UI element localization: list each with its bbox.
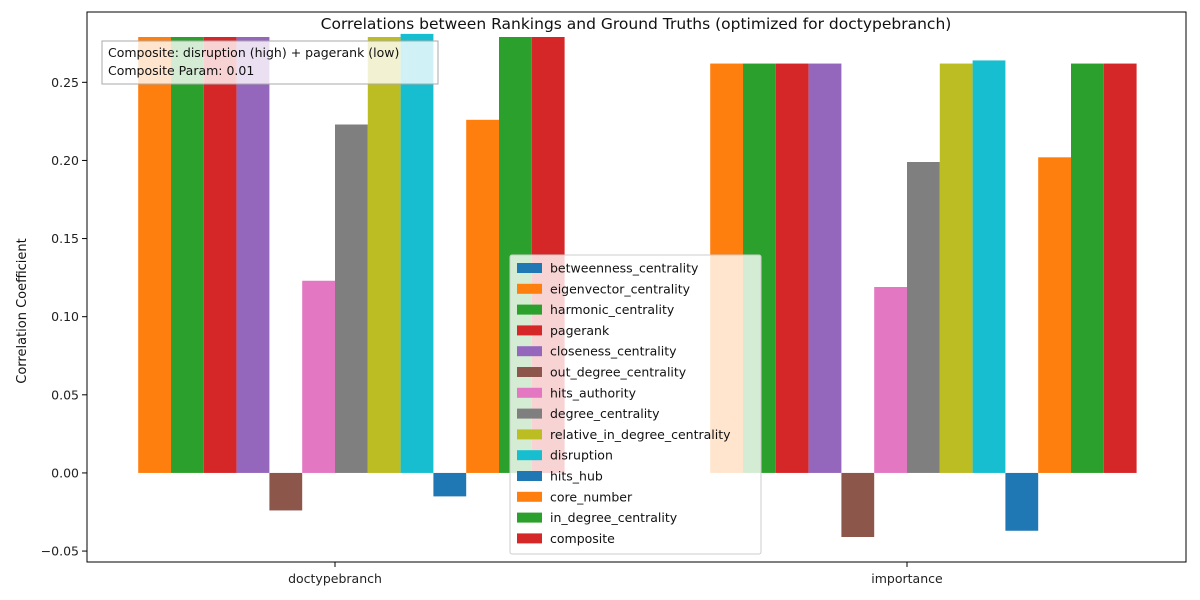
- legend-label-hits_authority: hits_authority: [550, 385, 637, 400]
- annotation-line-1: Composite: disruption (high) + pagerank …: [108, 45, 399, 60]
- bar-degree_centrality-doctypebranch: [335, 124, 368, 473]
- annotation-line-2: Composite Param: 0.01: [108, 63, 254, 78]
- legend-label-core_number: core_number: [550, 489, 633, 504]
- legend-swatch-harmonic_centrality: [517, 304, 542, 315]
- bar-core_number-importance: [1038, 157, 1071, 473]
- legend-swatch-hits_authority: [517, 387, 542, 398]
- y-tick-label: 0.15: [51, 231, 79, 246]
- bar-disruption-doctypebranch: [400, 33, 434, 473]
- plot-area-frame: [86, 11, 1187, 563]
- legend-swatch-relative_in_degree_centrality: [517, 429, 542, 440]
- legend-swatch-closeness_centrality: [517, 346, 542, 357]
- bar-relative_in_degree_centrality-importance: [939, 63, 973, 473]
- y-tick-label: −0.05: [41, 544, 79, 559]
- y-axis: −0.05 0.00 0.05 0.10 0.15 0.20 0.25: [41, 75, 87, 559]
- legend-label-in_degree_centrality: in_degree_centrality: [550, 510, 678, 525]
- legend-swatch-eigenvector_centrality: [517, 283, 542, 294]
- legend-label-betweenness_centrality: betweenness_centrality: [550, 261, 699, 276]
- legend-swatch-out_degree_centrality: [517, 367, 542, 377]
- bar-out_degree_centrality-importance: [841, 472, 875, 537]
- legend-swatch-in_degree_centrality: [517, 512, 542, 523]
- y-axis-title: Correlation Coefficient: [15, 238, 30, 384]
- bar-in_degree_centrality-importance: [1071, 63, 1104, 473]
- x-tick-label: importance: [871, 571, 943, 586]
- bar-hits_authority-importance: [874, 287, 907, 473]
- legend-box: [509, 254, 762, 555]
- bar-composite-importance: [1103, 63, 1137, 473]
- legend-label-closeness_centrality: closeness_centrality: [550, 344, 677, 359]
- legend-label-relative_in_degree_centrality: relative_in_degree_centrality: [550, 427, 731, 442]
- bar-pagerank-doctypebranch: [203, 37, 237, 473]
- y-tick-label: 0.10: [51, 309, 79, 324]
- bar-eigenvector_centrality-doctypebranch: [138, 37, 171, 473]
- legend-label-degree_centrality: degree_centrality: [550, 406, 660, 421]
- legend-swatch-composite: [517, 533, 542, 544]
- legend-label-pagerank: pagerank: [550, 323, 610, 338]
- bar-core_number-doctypebranch: [466, 119, 499, 473]
- bar-hits_hub-importance: [1005, 472, 1039, 531]
- legend-label-hits_hub: hits_hub: [550, 469, 603, 484]
- bar-disruption-importance: [972, 60, 1006, 473]
- legend-swatch-disruption: [517, 450, 542, 461]
- x-tick-label: doctypebranch: [288, 571, 382, 586]
- y-tick-label: 0.25: [51, 75, 79, 90]
- bar-degree_centrality-importance: [907, 162, 940, 473]
- bar-closeness_centrality-importance: [808, 63, 842, 473]
- legend-swatch-core_number: [517, 491, 542, 502]
- legend-label-eigenvector_centrality: eigenvector_centrality: [550, 281, 691, 296]
- legend-label-harmonic_centrality: harmonic_centrality: [550, 302, 675, 317]
- chart-title: Correlations between Rankings and Ground…: [321, 15, 952, 33]
- bar-pagerank-importance: [775, 63, 809, 473]
- legend-swatch-pagerank: [517, 325, 542, 336]
- legend-label-out_degree_centrality: out_degree_centrality: [550, 365, 687, 380]
- bar-out_degree_centrality-doctypebranch: [269, 472, 303, 511]
- bar-harmonic_centrality-doctypebranch: [171, 37, 204, 473]
- y-tick-label: 0.05: [51, 387, 79, 402]
- bar-closeness_centrality-doctypebranch: [236, 37, 270, 473]
- legend-swatch-betweenness_centrality: [517, 263, 542, 273]
- composite-annotation: Composite: disruption (high) + pagerank …: [101, 40, 439, 85]
- legend: betweenness_centrality eigenvector_centra…: [509, 254, 762, 555]
- y-tick-label: 0.00: [51, 465, 79, 480]
- legend-swatch-degree_centrality: [517, 408, 542, 419]
- bar-relative_in_degree_centrality-doctypebranch: [367, 37, 401, 473]
- annotation-box: [101, 40, 439, 85]
- legend-label-composite: composite: [550, 531, 615, 546]
- x-axis: doctypebranch importance: [288, 562, 943, 586]
- y-tick-label: 0.20: [51, 153, 79, 168]
- legend-label-disruption: disruption: [550, 448, 613, 463]
- bars-layer: [138, 33, 1137, 537]
- bar-hits_authority-doctypebranch: [302, 280, 335, 473]
- legend-swatch-hits_hub: [517, 471, 542, 481]
- bar-hits_hub-doctypebranch: [433, 472, 467, 497]
